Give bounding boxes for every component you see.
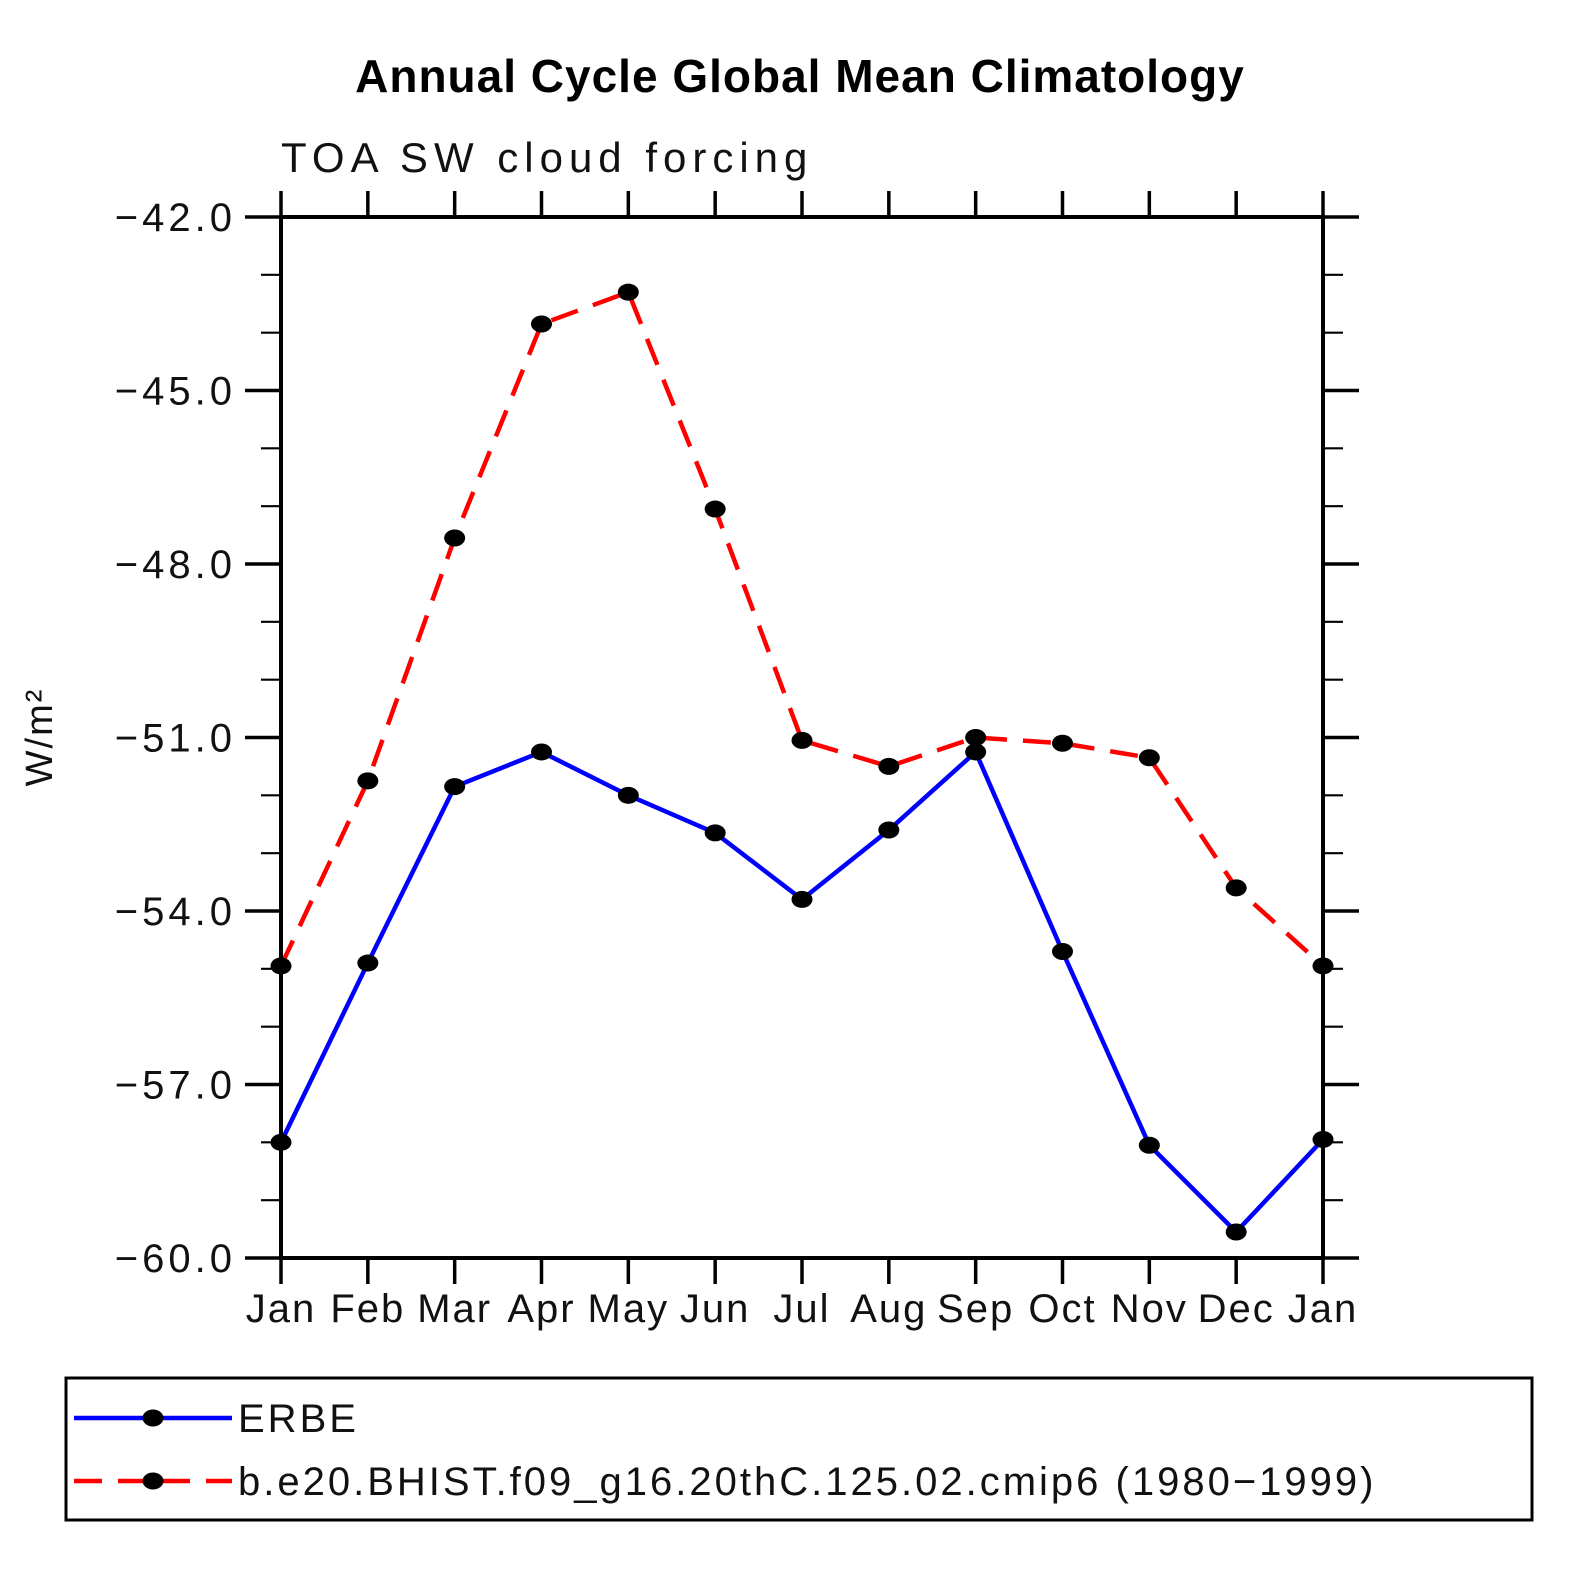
data-point-dot: [878, 757, 900, 775]
series-line-model: [278, 289, 1325, 968]
legend-box: [64, 1376, 1534, 1522]
data-point-dot: [357, 954, 379, 972]
data-point-dot: [444, 778, 466, 796]
data-point-dot: [617, 283, 639, 301]
y-tick-label: −57.0: [115, 1064, 236, 1108]
legend-item-erbe: ERBE: [74, 1397, 359, 1441]
data-point-dot: [1225, 1223, 1247, 1241]
y-axis-label: W/m²: [19, 688, 61, 787]
chart-title: Annual Cycle Global Mean Climatology: [355, 50, 1245, 102]
x-tick-label: Jul: [773, 1287, 830, 1331]
x-tick-label: Oct: [1028, 1287, 1096, 1331]
y-tick-label: −48.0: [115, 543, 236, 587]
data-point-dot: [1052, 942, 1073, 960]
data-point-dot: [531, 315, 552, 333]
series-lines: [278, 289, 1325, 1236]
x-tick-label: Jan: [1288, 1287, 1359, 1331]
legend-marker-dot: [142, 1409, 164, 1427]
axis-ticks: [245, 191, 1359, 1284]
data-point-dot: [531, 743, 552, 761]
legend-marker-dot: [142, 1472, 164, 1490]
data-point-dot: [1312, 957, 1334, 975]
legend-label-model: b.e20.BHIST.f09_g16.20thC.125.02.cmip6 (…: [238, 1460, 1376, 1504]
legend: ERBE b.e20.BHIST.f09_g16.20thC.125.02.cm…: [64, 1376, 1534, 1522]
data-point-dot: [1052, 734, 1073, 752]
x-tick-label: Jun: [680, 1287, 751, 1331]
y-tick-labels: −42.0 −45.0 −48.0 −51.0 −54.0 −57.0 −60.0: [115, 196, 236, 1281]
x-tick-label: Aug: [850, 1287, 927, 1331]
y-tick-label: −54.0: [115, 890, 236, 934]
data-point-dot: [1225, 879, 1247, 897]
data-point-dot: [704, 824, 726, 842]
data-point-dot: [878, 821, 900, 839]
y-tick-label: −45.0: [115, 370, 236, 414]
data-point-dot: [704, 500, 726, 518]
data-point-dot: [965, 743, 987, 761]
x-tick-label: Apr: [507, 1287, 575, 1331]
x-tick-labels: Jan Feb Mar Apr May Jun Jul Aug Sep Oct Nov Dec Jan: [246, 1287, 1359, 1331]
data-point-dot: [444, 529, 466, 547]
data-point-dot: [791, 731, 813, 749]
y-tick-label: −60.0: [115, 1237, 236, 1281]
y-tick-label: −51.0: [115, 717, 236, 761]
data-point-dot: [965, 729, 987, 746]
x-tick-label: Sep: [937, 1287, 1014, 1331]
x-tick-label: Mar: [417, 1287, 492, 1331]
series-markers: [270, 283, 1334, 1241]
series-line-erbe: [278, 748, 1325, 1236]
data-point-dot: [1138, 1136, 1160, 1154]
data-point-dot: [1138, 749, 1160, 767]
x-tick-label: Nov: [1111, 1287, 1188, 1331]
data-point-dot: [270, 957, 292, 975]
data-point-dot: [617, 786, 639, 804]
x-tick-label: Dec: [1198, 1287, 1275, 1331]
x-tick-label: May: [588, 1287, 670, 1331]
x-tick-label: Feb: [330, 1287, 405, 1331]
x-tick-label: Jan: [246, 1287, 317, 1331]
legend-item-model: b.e20.BHIST.f09_g16.20thC.125.02.cmip6 (…: [74, 1460, 1376, 1504]
data-point-dot: [270, 1133, 292, 1151]
data-point-dot: [357, 772, 379, 790]
legend-label-erbe: ERBE: [238, 1397, 359, 1441]
y-tick-label: −42.0: [115, 196, 236, 240]
data-point-dot: [791, 890, 813, 908]
data-point-dot: [1312, 1130, 1334, 1148]
chart-subtitle: TOA SW cloud forcing: [281, 134, 813, 181]
